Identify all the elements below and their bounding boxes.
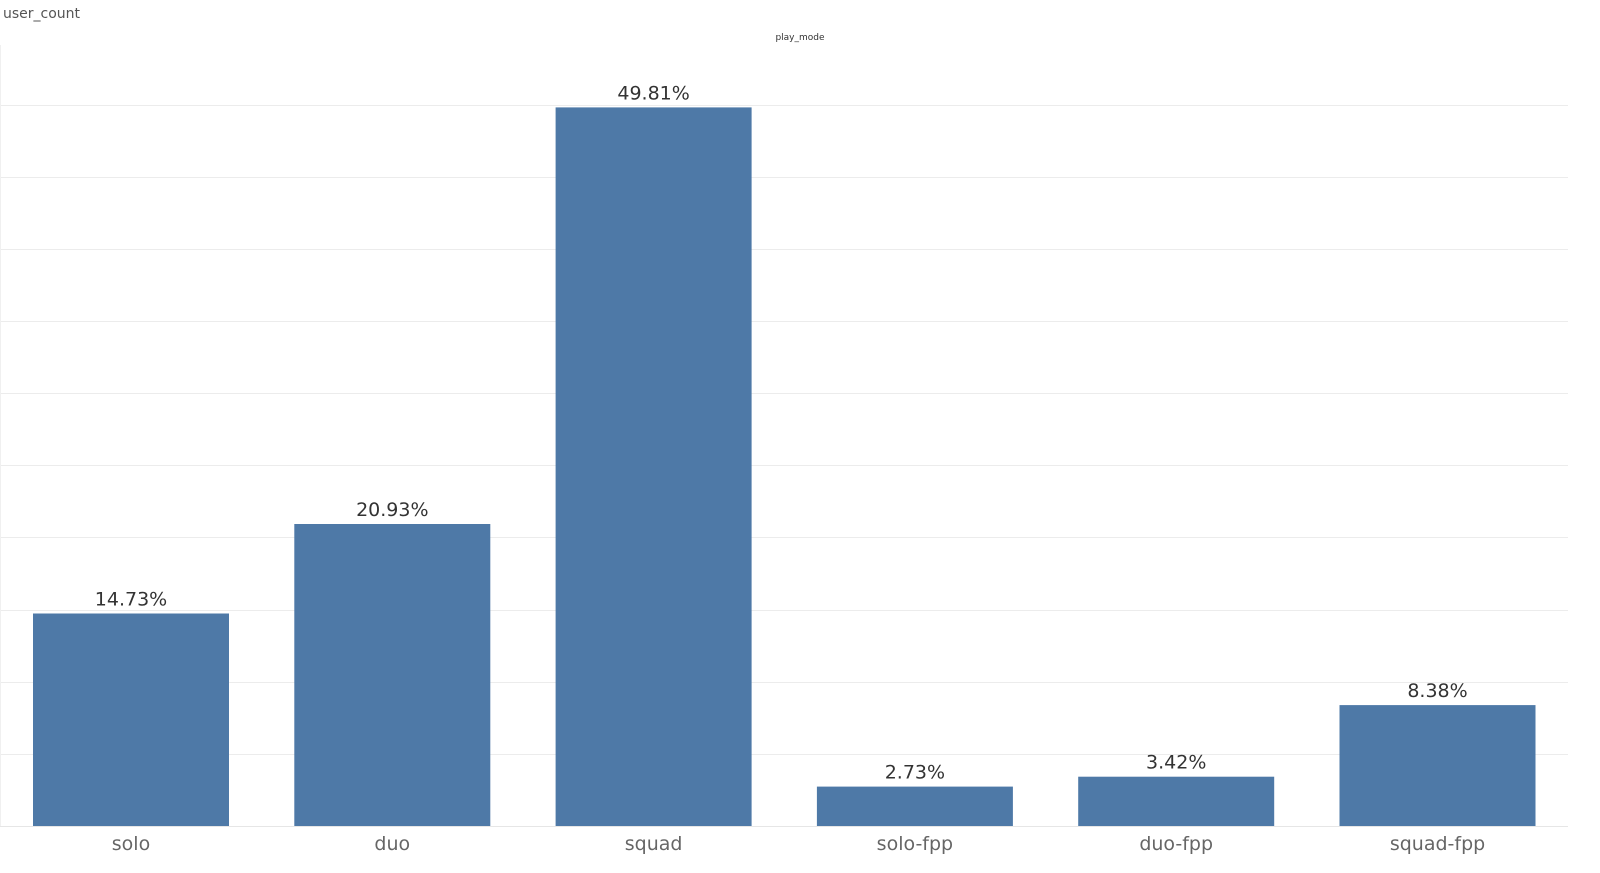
data-labels: 14.73% 20.93% 49.81% 2.73% 3.42% 8.38% bbox=[95, 82, 1468, 783]
gridlines bbox=[0, 45, 1568, 827]
data-label-solo-fpp: 2.73% bbox=[885, 762, 945, 784]
category-label-squad-fpp: squad-fpp bbox=[1390, 833, 1485, 855]
bar-squad[interactable] bbox=[555, 107, 752, 826]
bar-squad-fpp[interactable] bbox=[1339, 705, 1536, 826]
category-label-duo: duo bbox=[374, 833, 410, 855]
sheet-title: user_count bbox=[3, 6, 81, 22]
category-label-solo: solo bbox=[112, 833, 150, 855]
bar-solo-fpp[interactable] bbox=[816, 786, 1013, 826]
data-label-solo: 14.73% bbox=[95, 589, 167, 611]
category-labels: solo duo squad solo-fpp duo-fpp squad-fpp bbox=[112, 833, 1485, 855]
category-label-duo-fpp: duo-fpp bbox=[1139, 833, 1213, 855]
column-header: play_mode bbox=[775, 33, 825, 43]
data-label-duo-fpp: 3.42% bbox=[1146, 752, 1206, 774]
bar-duo[interactable] bbox=[294, 524, 491, 826]
data-label-squad: 49.81% bbox=[617, 82, 689, 104]
category-label-squad: squad bbox=[625, 833, 683, 855]
category-label-solo-fpp: solo-fpp bbox=[877, 833, 953, 855]
bar-duo-fpp[interactable] bbox=[1078, 776, 1275, 826]
bar-solo[interactable] bbox=[33, 613, 229, 827]
data-label-duo: 20.93% bbox=[356, 499, 428, 521]
bars bbox=[33, 107, 1536, 826]
data-label-squad-fpp: 8.38% bbox=[1407, 680, 1467, 702]
